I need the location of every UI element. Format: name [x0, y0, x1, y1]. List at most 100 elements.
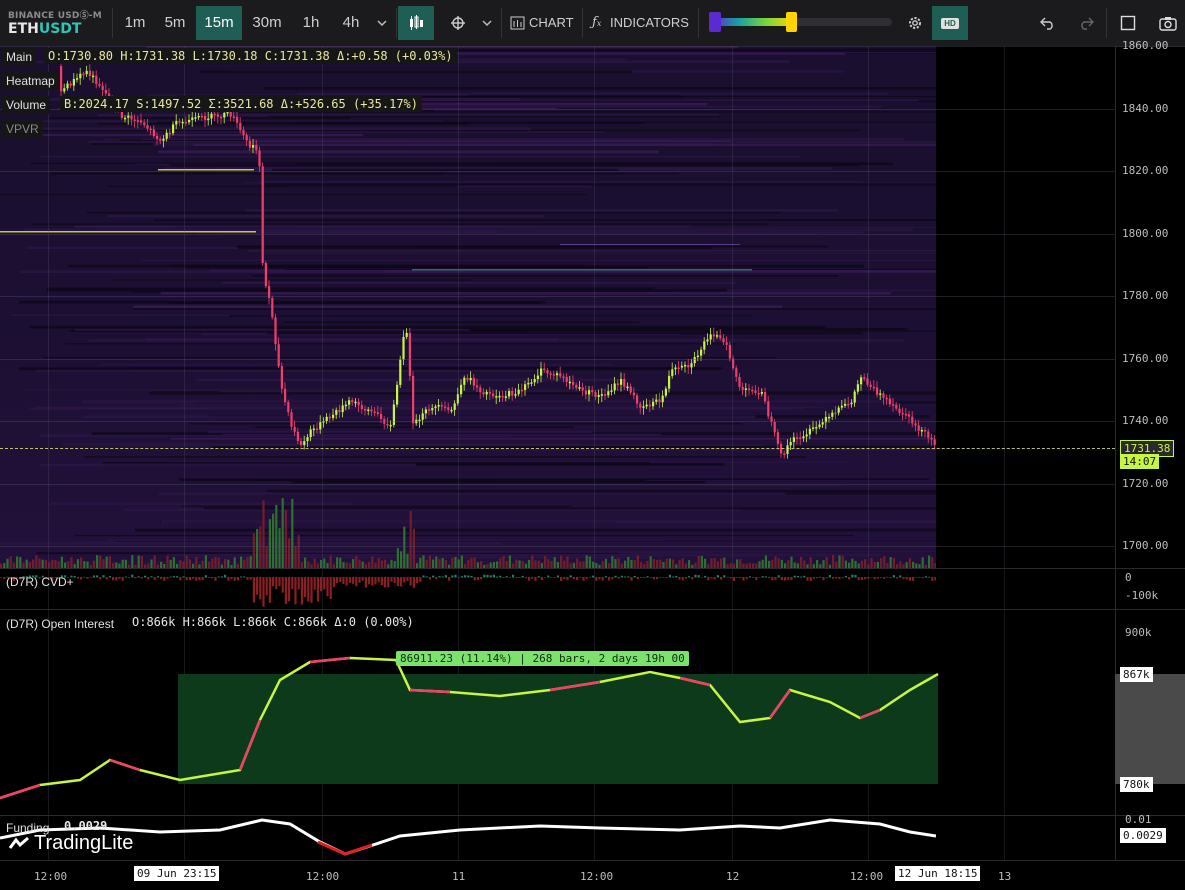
- candle-body: [284, 388, 287, 403]
- funding-indicator-label[interactable]: Funding: [6, 821, 50, 835]
- camera-icon[interactable]: [1150, 6, 1185, 40]
- pane-divider[interactable]: [0, 568, 1185, 569]
- pane-divider[interactable]: [0, 815, 1185, 816]
- redo-icon[interactable]: [1068, 6, 1104, 40]
- hd-toggle-button[interactable]: HD: [932, 6, 968, 40]
- liquidity-band: [226, 447, 936, 451]
- candle-body: [402, 336, 405, 360]
- gridline: [0, 483, 1115, 485]
- symbol-base: ETH: [8, 21, 39, 37]
- cvd-bar: [550, 577, 553, 578]
- candle-body: [853, 391, 856, 403]
- candle-body: [668, 375, 671, 389]
- cvd-bar: [675, 575, 678, 578]
- volume-layer-label[interactable]: Volume: [2, 96, 51, 114]
- future-space: [936, 46, 1115, 568]
- open-interest-chart[interactable]: [0, 610, 1115, 815]
- price-axis-tick: 1800.00: [1122, 226, 1169, 240]
- cvd-bar: [640, 577, 643, 578]
- cvd-indicator-label[interactable]: (D7R) CVD+: [6, 575, 74, 589]
- gridline: [0, 358, 1115, 360]
- volume-bar: [326, 563, 329, 568]
- chart-settings-icon[interactable]: [506, 6, 528, 40]
- cvd-bar: [716, 575, 719, 578]
- volume-bar: [633, 560, 636, 568]
- liquidity-band: [560, 244, 740, 245]
- cvd-bar: [928, 576, 931, 578]
- price-axis-tick: 1720.00: [1122, 476, 1169, 490]
- liquidity-band: [143, 102, 708, 106]
- slider-handle-low[interactable]: [709, 12, 721, 32]
- settings-gear-icon[interactable]: [900, 6, 930, 40]
- cvd-bar: [473, 577, 476, 581]
- volume-bar: [928, 555, 931, 568]
- liquidity-band: [201, 333, 681, 336]
- volume-bar: [99, 555, 102, 568]
- function-icon[interactable]: ƒx: [592, 15, 602, 30]
- liquidity-band: [74, 328, 470, 331]
- timeframe-15m[interactable]: 15m: [196, 6, 242, 40]
- candle-body: [741, 386, 744, 390]
- volume-bar: [598, 564, 601, 568]
- candle-body: [223, 112, 226, 118]
- liquidity-band: [50, 502, 353, 506]
- fullscreen-icon[interactable]: [1110, 6, 1146, 40]
- volume-bar: [678, 559, 681, 568]
- drawing-tools-icon[interactable]: [440, 6, 476, 40]
- candle-body: [309, 429, 312, 438]
- drawing-chevron-down-icon[interactable]: [476, 6, 498, 40]
- timeframe-4h[interactable]: 4h: [342, 14, 360, 31]
- candle-body: [927, 431, 930, 438]
- candle-body: [188, 119, 191, 123]
- volume-bar: [419, 557, 422, 568]
- pane-divider[interactable]: [0, 609, 1185, 610]
- liquidity-band: [86, 211, 781, 214]
- candle-body: [133, 119, 136, 122]
- volume-bar: [739, 559, 742, 568]
- indicators-button[interactable]: INDICATORS: [610, 15, 689, 30]
- main-layer-label[interactable]: Main: [2, 48, 37, 66]
- candle-body: [687, 365, 690, 368]
- volume-bar: [275, 505, 278, 568]
- heatmap-candle-chart[interactable]: [0, 46, 936, 568]
- heatmap-layer-label[interactable]: Heatmap: [2, 72, 59, 90]
- timeframe-1h[interactable]: 1h: [302, 14, 320, 31]
- slider-handle-high[interactable]: [786, 12, 797, 32]
- vpvr-layer-label[interactable]: VPVR: [2, 120, 43, 138]
- volume-bar: [809, 557, 812, 568]
- chart-button[interactable]: CHART: [529, 15, 574, 30]
- volume-bar: [902, 564, 905, 568]
- open-interest-indicator-label[interactable]: (D7R) Open Interest: [6, 617, 115, 631]
- volume-bar: [169, 559, 172, 568]
- funding-rate-chart[interactable]: [0, 816, 936, 860]
- timeframe-30m[interactable]: 30m: [252, 14, 282, 31]
- timeframe-5m[interactable]: 5m: [164, 14, 186, 31]
- candles-chart-type-icon[interactable]: [398, 6, 434, 40]
- volume-bar: [67, 561, 70, 568]
- candle-body: [431, 408, 434, 411]
- liquidity-band: [133, 308, 936, 310]
- volume-bar: [108, 556, 111, 568]
- symbol-selector[interactable]: ETHUSDT: [8, 21, 81, 37]
- volume-bar: [432, 559, 435, 568]
- liquidity-band: [20, 270, 386, 274]
- cvd-bar: [624, 576, 627, 578]
- cvd-bar: [137, 576, 140, 578]
- cvd-bar: [342, 577, 345, 585]
- candle-body: [300, 440, 303, 445]
- candle-body: [674, 367, 677, 370]
- cvd-bar: [432, 575, 435, 578]
- timeframe-chevron-down-icon[interactable]: [370, 6, 394, 40]
- cvd-histogram[interactable]: [0, 569, 936, 609]
- volume-bar: [732, 563, 735, 568]
- cvd-bar: [144, 575, 147, 578]
- timeframe-1m[interactable]: 1m: [124, 14, 146, 31]
- cvd-bar: [176, 576, 179, 578]
- cvd-bar: [720, 577, 723, 580]
- heatmap-intensity-slider[interactable]: [712, 18, 892, 26]
- cvd-bar: [438, 576, 441, 578]
- cvd-bar: [656, 577, 659, 580]
- candle-body: [226, 111, 229, 114]
- cvd-bar: [873, 577, 876, 580]
- undo-icon[interactable]: [1030, 6, 1066, 40]
